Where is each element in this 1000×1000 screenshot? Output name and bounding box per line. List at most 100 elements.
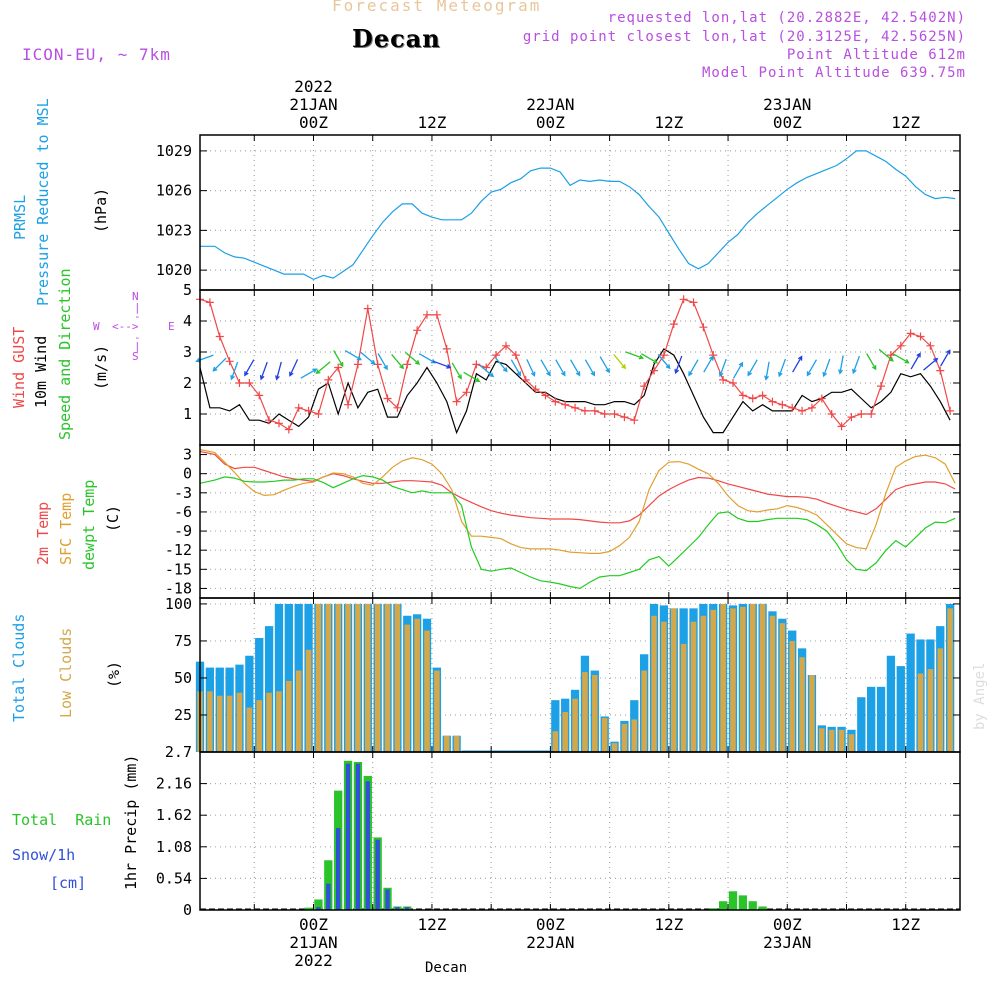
y-tick-label: 1.08: [156, 838, 192, 856]
total-cloud-bar: [245, 655, 254, 752]
wind-arrow: [940, 349, 951, 367]
low-cloud-bar: [680, 643, 687, 752]
gust-marker: [827, 410, 836, 418]
low-cloud-bar: [434, 670, 440, 752]
gust-marker: [867, 410, 876, 418]
top-time-label: 12Z: [417, 113, 446, 132]
gust-marker: [886, 351, 895, 360]
gust-marker: [472, 360, 481, 369]
panel-frame: [199, 751, 961, 911]
low-cloud-bar: [582, 672, 588, 752]
top-time-label: 23JAN: [763, 95, 811, 114]
gust-marker: [936, 366, 945, 375]
compass-east: E: [168, 320, 175, 333]
low-cloud-bar: [374, 603, 381, 752]
low-cloud-bar: [325, 603, 332, 752]
low-cloud-bar: [730, 608, 736, 752]
wind-arrow: [892, 353, 910, 364]
y-tick-label: 0: [183, 901, 192, 919]
low-cloud-bar: [414, 618, 420, 752]
low-cloud-bar: [809, 675, 815, 752]
low-cloud-bar: [631, 719, 638, 752]
gust-marker: [778, 400, 787, 409]
y-tick-label: 2: [183, 374, 192, 392]
total-cloud-bar: [886, 655, 896, 752]
low-cloud-bar: [443, 735, 450, 752]
gust-marker: [324, 375, 333, 384]
gust-marker: [225, 357, 234, 366]
precip-panel-labels: Total Rain Snow/1h [cm] 1hr Precip (mm): [12, 755, 140, 892]
gust-marker: [284, 425, 293, 434]
wind-arrow: [510, 359, 522, 377]
wind-arrow: [718, 358, 727, 378]
low-cloud-bar: [562, 712, 568, 752]
gust-marker: [294, 403, 303, 412]
gust-marker: [600, 410, 609, 418]
gust-marker: [501, 341, 510, 350]
low-cloud-bar: [246, 707, 253, 752]
wind-arrow: [747, 359, 758, 377]
wind-arrow: [703, 355, 714, 373]
snow-bar: [326, 883, 331, 910]
wind-arrow: [195, 354, 214, 363]
gust-marker: [669, 320, 678, 329]
snow-bar: [336, 828, 341, 910]
low-cloud-bar: [315, 603, 322, 752]
low-cloud-bar: [286, 680, 292, 752]
wind-arrow: [822, 358, 831, 378]
temp-sfc-label: SFC Temp: [57, 493, 75, 565]
wind-arrow: [540, 359, 551, 377]
rain-bar: [738, 895, 748, 910]
y-tick-label: -15: [165, 560, 192, 578]
y-tick-label: 1: [183, 405, 192, 423]
gust-marker: [255, 391, 264, 400]
low-cloud-bar: [207, 691, 213, 752]
wind-arrow: [838, 355, 844, 375]
cloud-unit-label: (%): [105, 661, 123, 688]
gust-marker: [344, 400, 353, 409]
rain-bar: [709, 908, 718, 910]
gust-marker: [699, 323, 708, 332]
gust-marker: [551, 397, 560, 406]
wind-arrow: [806, 359, 818, 377]
wind-arrow: [764, 361, 770, 381]
rain-bar: [758, 906, 767, 910]
total-cloud-bar: [551, 700, 560, 752]
bottom-time-label: 12Z: [654, 915, 683, 934]
rain-bar: [314, 899, 323, 910]
top-time-label: 12Z: [654, 113, 683, 132]
y-tick-label: -18: [165, 579, 192, 597]
wind-arrow: [360, 351, 376, 365]
temp-2m-label: 2m Temp: [34, 502, 52, 565]
y-tick-label: -3: [174, 484, 192, 502]
pressure-panel-labels: PRMSL Pressure Reduced to MSL (hPa): [11, 98, 110, 306]
y-tick-label: 4: [183, 312, 192, 330]
snow-bar: [395, 907, 400, 910]
y-tick-label: 3: [183, 343, 192, 361]
gust-marker: [620, 413, 629, 422]
total-clouds-label: Total Clouds: [10, 614, 28, 722]
low-cloud-bar: [848, 734, 855, 752]
point-altitude: Point Altitude 612m: [786, 47, 966, 63]
gust-marker: [837, 422, 846, 431]
low-cloud-bar: [789, 640, 795, 752]
gust-marker: [245, 379, 254, 387]
gust-marker: [896, 341, 905, 350]
rain-bar: [728, 891, 738, 910]
low-cloud-bar: [601, 717, 608, 752]
low-cloud-bar: [740, 606, 746, 752]
low-cloud-bar: [641, 670, 647, 752]
compass-rose: N | - W <--> E - | S: [93, 290, 175, 363]
gust-marker: [580, 406, 589, 415]
compass-s-tick: -: [134, 331, 141, 344]
wind-arrow: [866, 353, 877, 371]
top-time-label: 00Z: [773, 113, 802, 132]
bottom-time-label: 12Z: [891, 915, 920, 934]
bottom-time-label: 12Z: [417, 915, 446, 934]
pressure-line: [200, 150, 956, 281]
wind-arrow: [792, 355, 803, 373]
wind-arrow: [451, 362, 462, 380]
wind-panel-labels: Wind GUST 10m Wind Speed and Direction (…: [10, 268, 175, 440]
gust-marker: [807, 403, 816, 412]
compass-west: W: [93, 320, 100, 333]
